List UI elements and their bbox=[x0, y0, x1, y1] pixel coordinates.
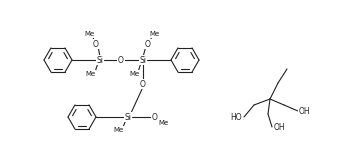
Text: Me: Me bbox=[158, 120, 168, 126]
Text: Me: Me bbox=[149, 31, 159, 37]
Text: Me: Me bbox=[84, 31, 94, 37]
Text: Me: Me bbox=[129, 71, 139, 77]
Text: Me: Me bbox=[85, 71, 95, 77]
Text: Si: Si bbox=[125, 113, 131, 122]
Text: Me: Me bbox=[113, 127, 123, 133]
Text: OH: OH bbox=[274, 123, 286, 131]
Text: O: O bbox=[152, 113, 158, 122]
Text: HO: HO bbox=[230, 113, 242, 122]
Text: OH: OH bbox=[299, 107, 311, 116]
Text: O: O bbox=[145, 40, 151, 48]
Text: O: O bbox=[140, 79, 146, 89]
Text: O: O bbox=[93, 40, 99, 48]
Text: Si: Si bbox=[140, 55, 146, 64]
Text: O: O bbox=[118, 55, 124, 64]
Text: Si: Si bbox=[97, 55, 103, 64]
